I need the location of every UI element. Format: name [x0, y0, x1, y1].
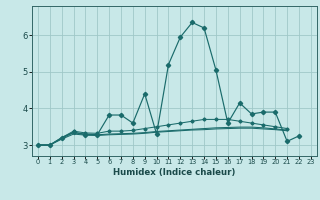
X-axis label: Humidex (Indice chaleur): Humidex (Indice chaleur): [113, 168, 236, 177]
